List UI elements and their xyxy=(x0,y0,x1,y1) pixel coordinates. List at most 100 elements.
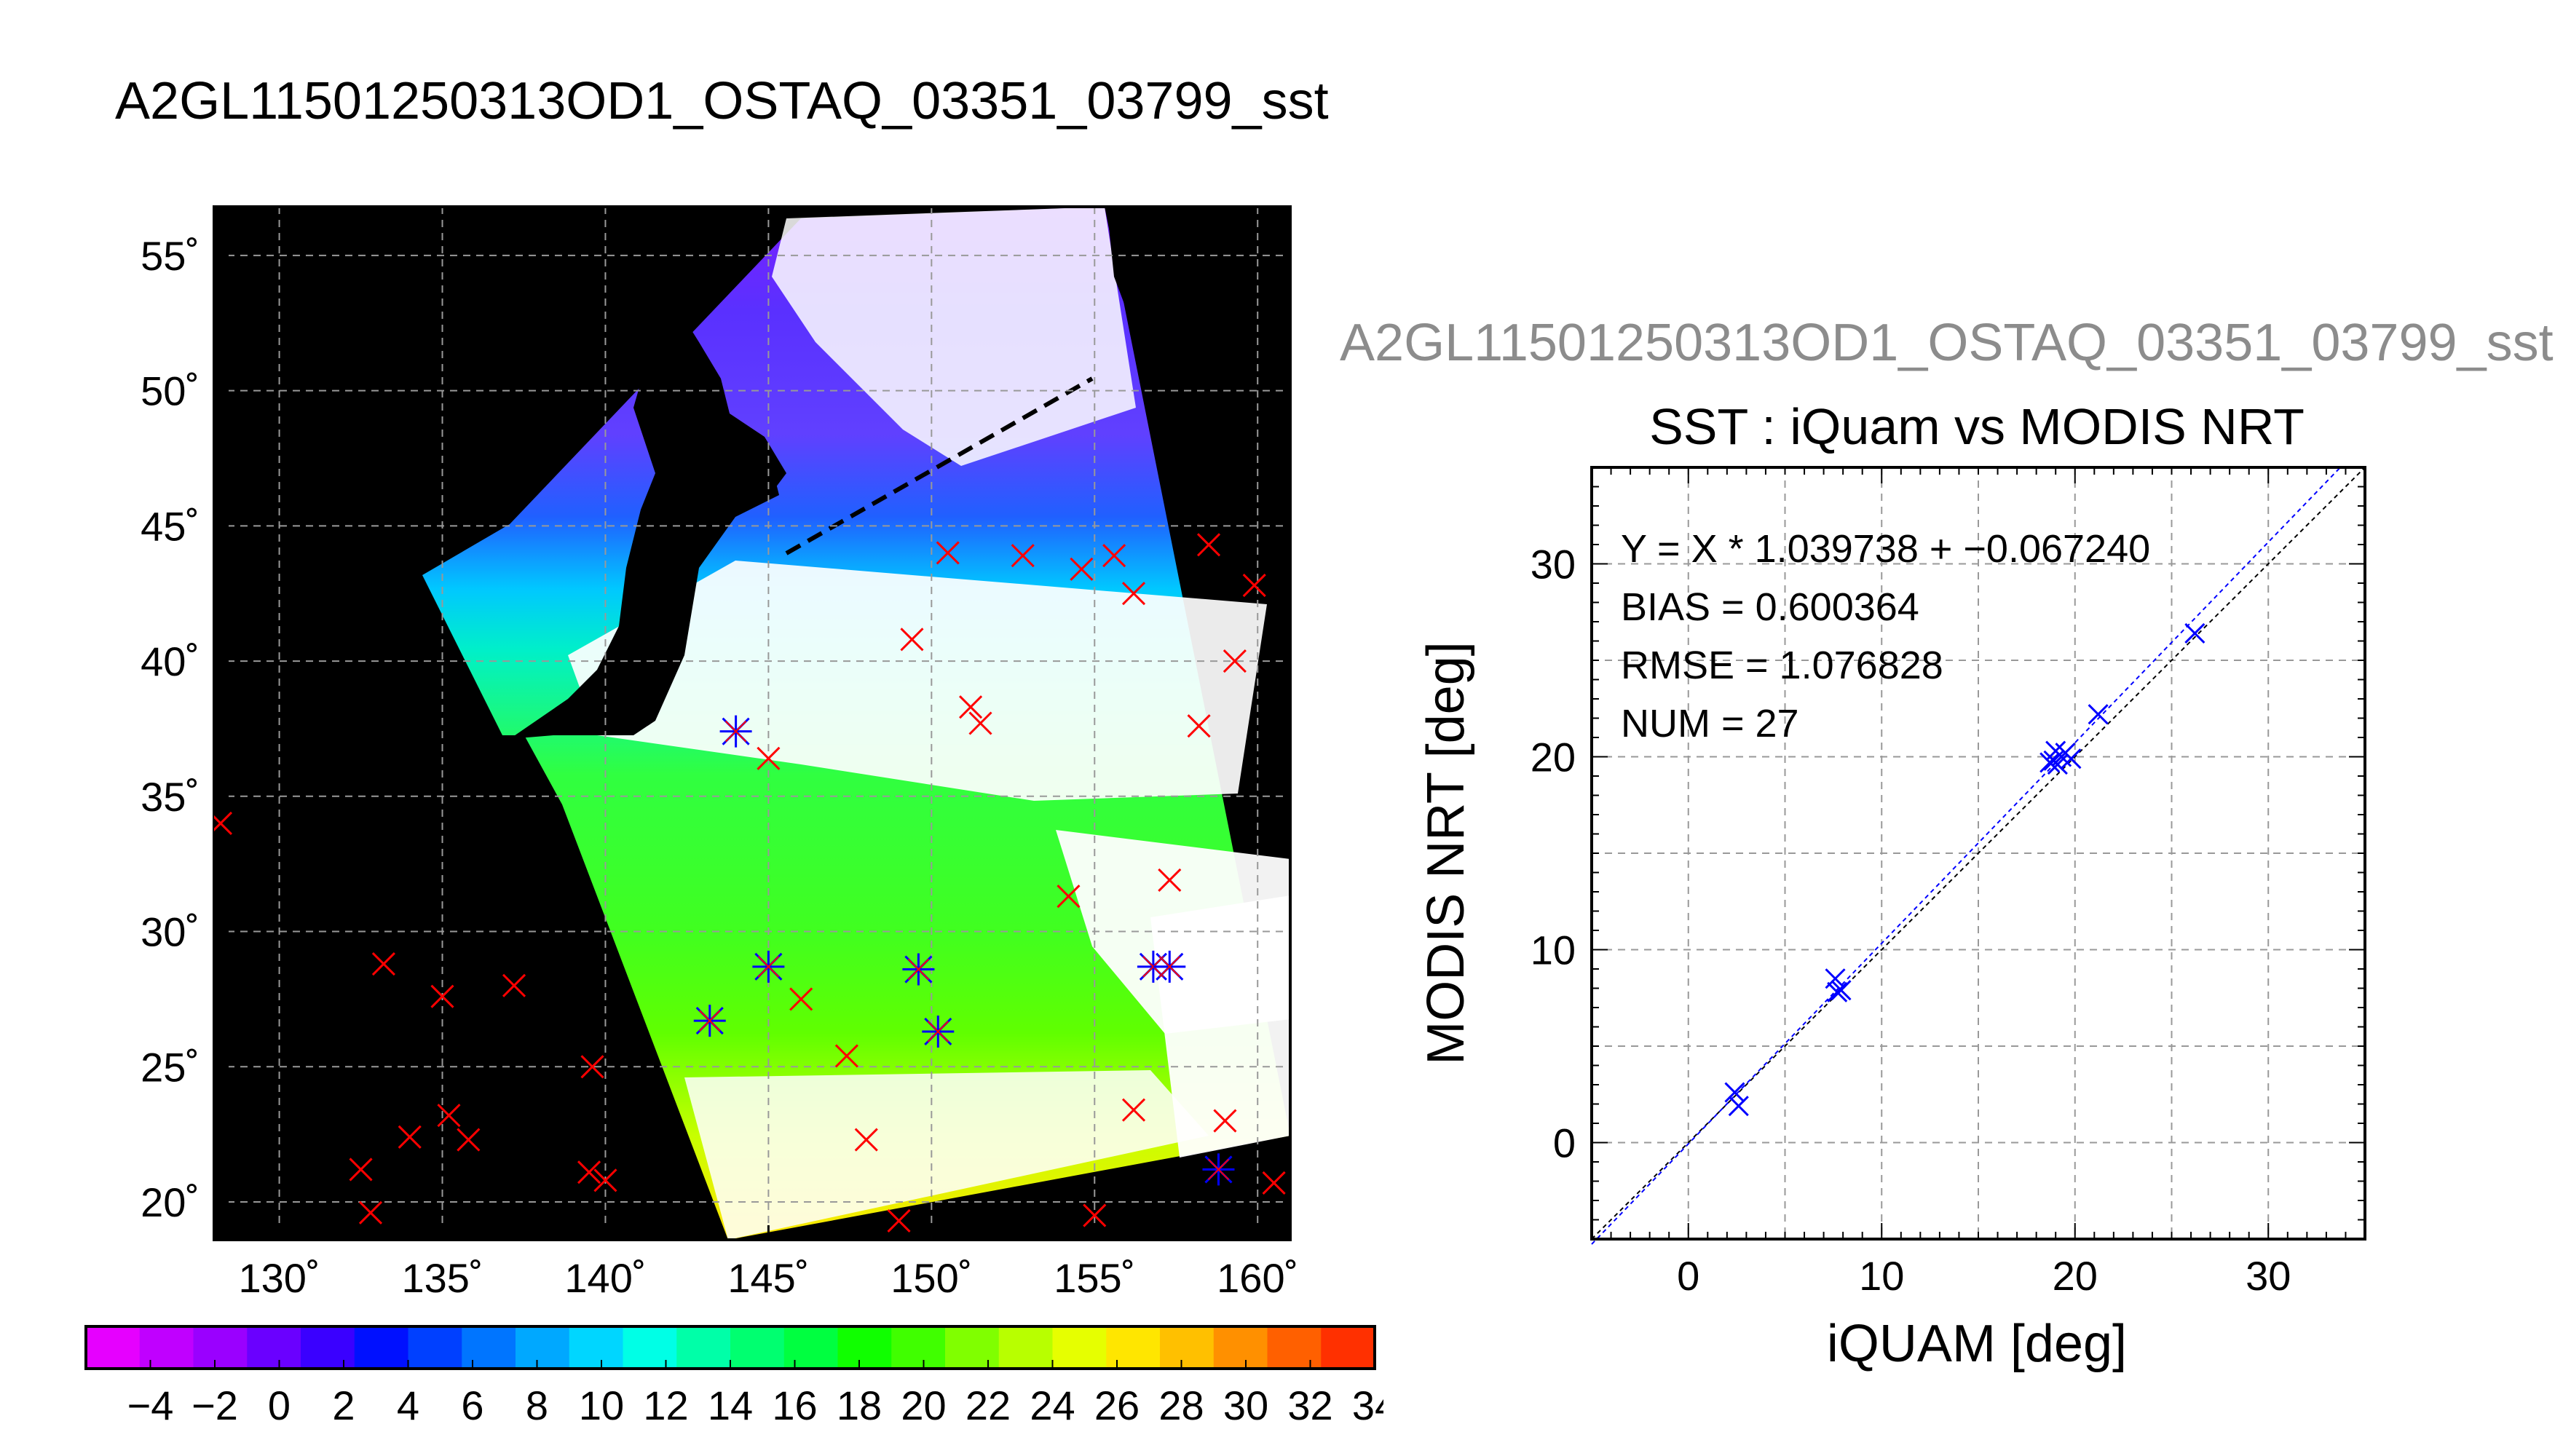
scatter-ticks: 0 10 20 30 0 10 20 30 xyxy=(1531,467,2366,1299)
colorbar-label: 22 xyxy=(965,1382,1011,1428)
buoy-marker-unmatched xyxy=(1083,1203,1107,1227)
scatter-stat-line: BIAS = 0.600364 xyxy=(1621,585,1919,629)
scatter-tick-label-y: 30 xyxy=(1531,542,1576,587)
buoy-marker-matched-overlay xyxy=(757,956,780,978)
cloud-region xyxy=(684,1070,1209,1240)
colorbar-label: 0 xyxy=(268,1382,291,1428)
colorbar-swatch xyxy=(1321,1326,1375,1369)
cloud-region xyxy=(772,207,1136,466)
buoy-marker-unmatched xyxy=(1213,1109,1237,1133)
scatter-stats: Y = X * 1.039738 + −0.067240 BIAS = 0.600… xyxy=(1621,527,2150,745)
map-tick-label-lat: 55˚ xyxy=(141,233,200,279)
buoy-marker-matched-overlay xyxy=(724,720,747,743)
colorbar-label: −2 xyxy=(191,1382,238,1428)
colorbar-swatch xyxy=(301,1326,355,1369)
buoy-marker-unmatched xyxy=(1057,885,1081,909)
colorbar-label: 28 xyxy=(1158,1382,1204,1428)
colorbar-swatch xyxy=(837,1326,893,1369)
colorbar-swatch xyxy=(623,1326,678,1369)
buoy-marker-unmatched xyxy=(593,1168,617,1192)
colorbar-swatch xyxy=(193,1326,248,1369)
buoy-marker-unmatched xyxy=(457,1128,481,1152)
scatter-stat-line: NUM = 27 xyxy=(1621,702,1799,745)
buoy-marker-unmatched xyxy=(834,1044,858,1068)
map-tick-label-lat: 35˚ xyxy=(141,774,200,820)
buoy-marker-unmatched xyxy=(959,695,983,719)
scatter-point xyxy=(1827,981,1848,1002)
buoy-marker-unmatched xyxy=(1187,714,1211,738)
buoy-marker-unmatched xyxy=(358,1200,383,1224)
colorbar-swatch xyxy=(1160,1326,1215,1369)
colorbar-swatch xyxy=(462,1326,516,1369)
buoy-marker-unmatched xyxy=(1011,544,1035,568)
scatter-ylabel: MODIS NRT [deg] xyxy=(1417,641,1475,1065)
colorbar-swatch xyxy=(676,1326,731,1369)
colorbar-swatch xyxy=(891,1326,946,1369)
colorbar-label: 10 xyxy=(579,1382,624,1428)
colorbar-swatch xyxy=(1267,1326,1322,1369)
scatter-chart: SST : iQuam vs MODIS NRT 0 10 20 300102030 … xyxy=(1417,398,2366,1373)
map-tick-label-lat: 30˚ xyxy=(141,909,200,955)
colorbar-label: 6 xyxy=(461,1382,483,1428)
map-tick-label-lon: 160˚ xyxy=(1217,1255,1298,1301)
scatter-point xyxy=(1831,980,1852,1001)
colorbar-label: 8 xyxy=(526,1382,548,1428)
colorbar-swatch xyxy=(783,1326,839,1369)
colorbar-swatch xyxy=(945,1326,1000,1369)
cloud-region xyxy=(568,561,1267,801)
map-tick-label-lon: 135˚ xyxy=(401,1255,483,1301)
scatter-points xyxy=(1724,622,2205,1117)
buoy-marker-unmatched xyxy=(936,541,960,565)
buoy-marker-unmatched xyxy=(214,811,233,836)
colorbar-swatch xyxy=(354,1326,409,1369)
buoy-marker-matched-overlay xyxy=(1142,956,1164,978)
scatter-tick-label-y: 10 xyxy=(1531,927,1576,973)
buoy-marker-unmatched xyxy=(887,1208,911,1233)
scatter-tick-label-y: 20 xyxy=(1531,735,1576,780)
colorbar-label: 2 xyxy=(332,1382,355,1428)
colorbar-label: 14 xyxy=(708,1382,753,1428)
scatter-point xyxy=(2061,748,2082,769)
colorbar-label: 32 xyxy=(1287,1382,1332,1428)
scatter-point xyxy=(2088,704,2109,725)
colorbar-swatch xyxy=(1213,1326,1268,1369)
buoy-marker-unmatched xyxy=(854,1128,878,1152)
buoy-marker-unmatched xyxy=(757,746,781,770)
scatter-point xyxy=(2039,752,2061,773)
map-tick-label-lon: 140˚ xyxy=(564,1255,646,1301)
sst-colorbar: −4−20246810121416182022242628303234 xyxy=(84,1325,1383,1428)
map-tick-label-lat: 20˚ xyxy=(141,1179,200,1225)
land-hokkaido xyxy=(677,408,786,502)
cloud-region xyxy=(1150,895,1290,1158)
buoy-marker-matched-overlay xyxy=(927,1021,949,1042)
buoy-marker-unmatched xyxy=(789,987,813,1011)
scatter-stat-line: Y = X * 1.039738 + −0.067240 xyxy=(1621,527,2150,571)
scatter-reference-lines xyxy=(1591,467,2366,1245)
colorbar-swatch xyxy=(516,1326,570,1369)
colorbar-label: 26 xyxy=(1094,1382,1140,1428)
scatter-stat-line: RMSE = 1.076828 xyxy=(1621,644,1943,687)
map-gridlines xyxy=(214,207,1290,1240)
buoy-marker-unmatched xyxy=(437,1104,461,1128)
map-frame xyxy=(213,205,1292,1241)
buoy-marker-matched-overlay xyxy=(907,958,930,981)
buoy-marker-unmatched xyxy=(900,628,924,652)
buoy-marker-unmatched xyxy=(1102,544,1126,568)
buoy-marker-unmatched xyxy=(1196,533,1221,557)
buoy-marker-unmatched xyxy=(430,984,454,1008)
scatter-tick-label-x: 20 xyxy=(2053,1253,2098,1299)
land-japan xyxy=(510,248,779,739)
colorbar-label: 12 xyxy=(643,1382,688,1428)
colorbar-swatch xyxy=(247,1326,301,1369)
buoy-marker-unmatched xyxy=(1121,582,1146,606)
map-tick-label-lat: 25˚ xyxy=(141,1044,200,1090)
colorbar-label: −4 xyxy=(127,1382,174,1428)
colorbar-swatch xyxy=(408,1326,463,1369)
map-tick-label-lon: 130˚ xyxy=(239,1255,320,1301)
buoy-marker-unmatched xyxy=(968,711,992,735)
map-tick-label-lat: 40˚ xyxy=(141,638,200,684)
map-tick-label-lon: 145˚ xyxy=(727,1255,809,1301)
colorbar-label: 20 xyxy=(901,1382,946,1428)
buoy-marker-unmatched xyxy=(577,1160,601,1184)
buoy-marker-unmatched xyxy=(1223,649,1247,673)
